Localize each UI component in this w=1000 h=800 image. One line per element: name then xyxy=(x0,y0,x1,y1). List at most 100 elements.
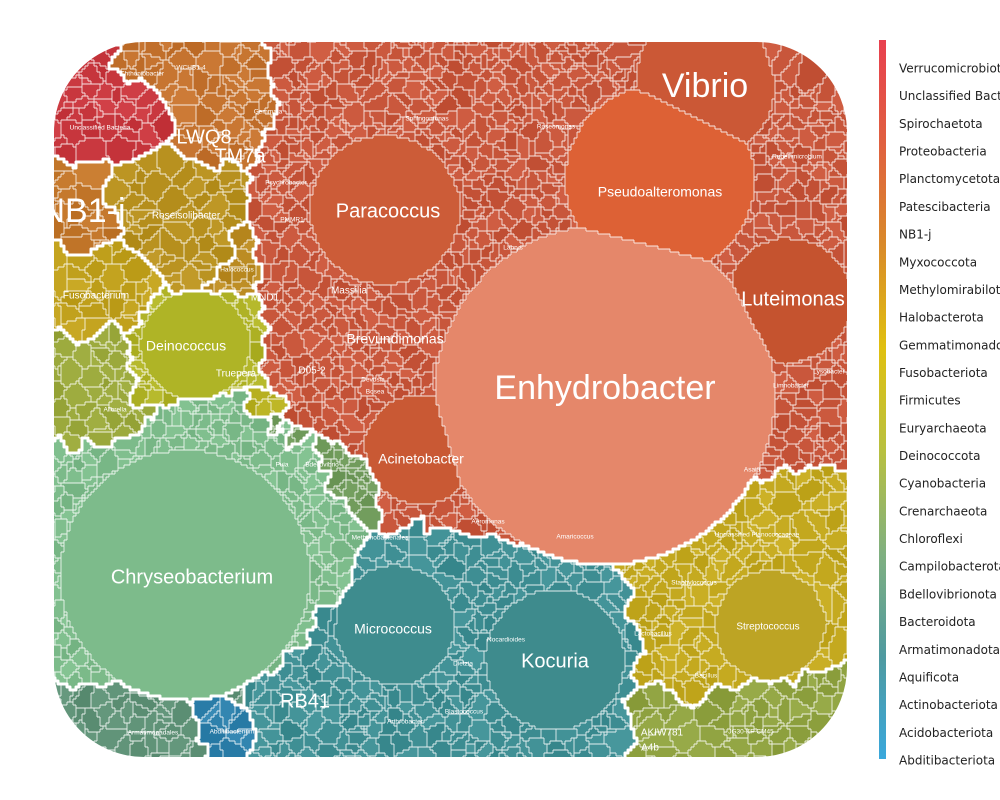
cell-proteobacteria-genus xyxy=(403,48,409,57)
legend-item-bacteroidota: Bacteroidota xyxy=(899,615,976,629)
cell-chloroflexi-genus xyxy=(817,765,844,774)
label-micrococcus: Micrococcus xyxy=(354,621,432,637)
cell-chloroflexi-genus xyxy=(835,729,859,750)
cell-chloroflexi-genus xyxy=(847,738,862,759)
cell-unclassified-bacteria-genus xyxy=(40,51,61,78)
cell-chloroflexi-genus xyxy=(655,762,670,774)
cell-proteobacteria-genus xyxy=(415,129,421,135)
cell-proteobacteria-genus xyxy=(520,195,526,201)
cell-unclassified-bacteria-genus xyxy=(64,102,73,108)
label-chthoniobacter: Chthoniobacter xyxy=(120,71,165,78)
cell-proteobacteria-genus xyxy=(358,30,364,33)
legend-item-planctomycetota: Planctomycetota xyxy=(899,172,1000,186)
label-rubellimicrobium: Rubellimicrobium xyxy=(772,154,822,161)
cell-proteobacteria-genus xyxy=(259,33,262,36)
cell-armatimonadota-genus xyxy=(40,735,58,765)
label-allorella: Allorella xyxy=(103,407,127,414)
cell-chloroflexi-genus xyxy=(841,756,862,774)
label-d05-2: D05-2 xyxy=(298,366,326,377)
label-jg30-kf-cm45: JG30-KF-CM45 xyxy=(728,729,774,736)
cell-bacteroidota-genus xyxy=(40,564,49,576)
cell-actinobacteriota-genus xyxy=(574,759,592,774)
cell-chloroflexi-genus xyxy=(844,753,850,759)
cell-proteobacteria-genus xyxy=(775,93,781,102)
cell-chloroflexi-genus xyxy=(820,732,838,756)
cell-armatimonadota-genus xyxy=(139,765,148,774)
cell-proteobacteria-genus xyxy=(268,30,280,39)
label-truepera: Truepera xyxy=(216,369,257,380)
cell-proteobacteria-genus xyxy=(853,294,862,306)
cell-bacteroidota-genus xyxy=(91,666,100,672)
legend-item-chloroflexi: Chloroflexi xyxy=(899,532,963,546)
label-gemmata: Gemmata xyxy=(254,109,283,116)
label-limnobacter: Limnobacter xyxy=(773,383,810,390)
cell-proteobacteria-genus xyxy=(850,114,862,129)
cell-proteobacteria-genus xyxy=(850,210,862,219)
cell-armatimonadota-genus xyxy=(40,753,73,774)
cell-bacteroidota-genus xyxy=(40,468,43,480)
label-arthrobacter: Arthrobacter xyxy=(387,719,424,726)
label-fusobacterium: Fusobacterium xyxy=(63,291,129,302)
cell-actinobacteriota-genus xyxy=(544,759,577,774)
cell-proteobacteria-genus xyxy=(490,30,508,39)
label-sphingomonas: Sphingomonas xyxy=(405,116,449,123)
cell-unclassified-bacteria-genus xyxy=(49,30,79,51)
legend-item-cyanobacteria: Cyanobacteria xyxy=(899,477,986,491)
label-unclassified-bacteria: Unclassified Bacteria xyxy=(70,125,131,132)
cell-actinobacteriota-genus xyxy=(511,759,526,774)
legend-item-abditibacteriota: Abditibacteriota xyxy=(899,754,995,768)
label-enhydrobacter: Enhydrobacter xyxy=(494,369,715,407)
label-roseisolibacter: Roseisolibacter xyxy=(152,211,221,222)
legend-item-euryarchaeota: Euryarchaeota xyxy=(899,421,987,435)
legend-item-patescibacteria: Patescibacteria xyxy=(899,200,991,214)
legend-item-fusobacteriota: Fusobacteriota xyxy=(899,366,988,380)
cell-proteobacteria-genus xyxy=(850,204,862,210)
legend-item-nb1-j: NB1-j xyxy=(899,228,932,242)
cell-chloroflexi-genus xyxy=(850,678,862,702)
cell-armatimonadota-genus xyxy=(52,729,79,756)
cell-firmicutes-genus xyxy=(667,600,673,606)
label-tk10: TK10 xyxy=(684,704,700,711)
label-akiw781: AKIW781 xyxy=(641,728,684,739)
legend-item-spirochaetota: Spirochaetota xyxy=(899,117,983,131)
cell-proteobacteria-genus xyxy=(853,318,862,324)
cell-chloroflexi-genus xyxy=(823,750,841,765)
label-massilia: Massilia xyxy=(331,286,368,297)
cell-actinobacteriota-genus xyxy=(505,765,511,774)
legend-color-bar xyxy=(879,40,886,759)
legend-item-unclassified-bacteria: Unclassified Bacteria xyxy=(899,89,1000,103)
cell-unclassified-bacteria-genus xyxy=(58,39,82,60)
cell-proteobacteria-genus xyxy=(850,282,859,294)
legend: VerrucomicrobiotaUnclassified BacteriaSp… xyxy=(879,40,1000,768)
cell-crenarchaeota-genus xyxy=(43,360,46,363)
cell-proteobacteria-genus xyxy=(850,216,862,240)
label-deinococcus: Deinococcus xyxy=(146,338,226,354)
cell-proteobacteria-genus xyxy=(775,75,781,81)
cell-proteobacteria-genus xyxy=(526,189,532,195)
cell-unclassified-bacteria-genus xyxy=(40,66,46,84)
legend-item-firmicutes: Firmicutes xyxy=(899,394,961,408)
cell-proteobacteria-genus xyxy=(430,30,448,39)
cell-proteobacteria-genus xyxy=(475,57,481,63)
cell-bacteroidota-genus xyxy=(40,480,46,489)
cell-chloroflexi-genus xyxy=(694,759,721,774)
label-psychrobacter: Psychrobacter xyxy=(265,180,307,187)
cell-proteobacteria-genus xyxy=(541,30,547,36)
cell-chloroflexi-genus xyxy=(844,696,862,711)
cell-unclassified-bacteria-genus xyxy=(40,39,52,54)
legend-item-armatimonadota: Armatimonadota xyxy=(899,643,1000,657)
cell-firmicutes-genus xyxy=(853,510,862,534)
label-halococcus: Halococcus xyxy=(220,267,254,274)
label-wchb1-4: WCHB1-4 xyxy=(176,65,206,72)
legend-item-crenarchaeota: Crenarchaeota xyxy=(899,504,987,518)
cell-proteobacteria-genus xyxy=(481,54,487,69)
cell-unclassified-bacteria-genus xyxy=(43,144,49,150)
cell-actinobacteriota-genus xyxy=(265,762,283,774)
label-luteimonas: Luteimonas xyxy=(741,288,844,310)
cell-proteobacteria-genus xyxy=(850,372,862,390)
label-rb41: RB41 xyxy=(280,690,330,712)
label-tm7a: TM7a xyxy=(214,145,266,167)
label-unclassified-planococcaceae: Unclassified Planococcaceae xyxy=(715,532,800,539)
label-vibrio: Vibrio xyxy=(662,67,748,105)
cell-bacteroidota-genus xyxy=(40,558,46,570)
